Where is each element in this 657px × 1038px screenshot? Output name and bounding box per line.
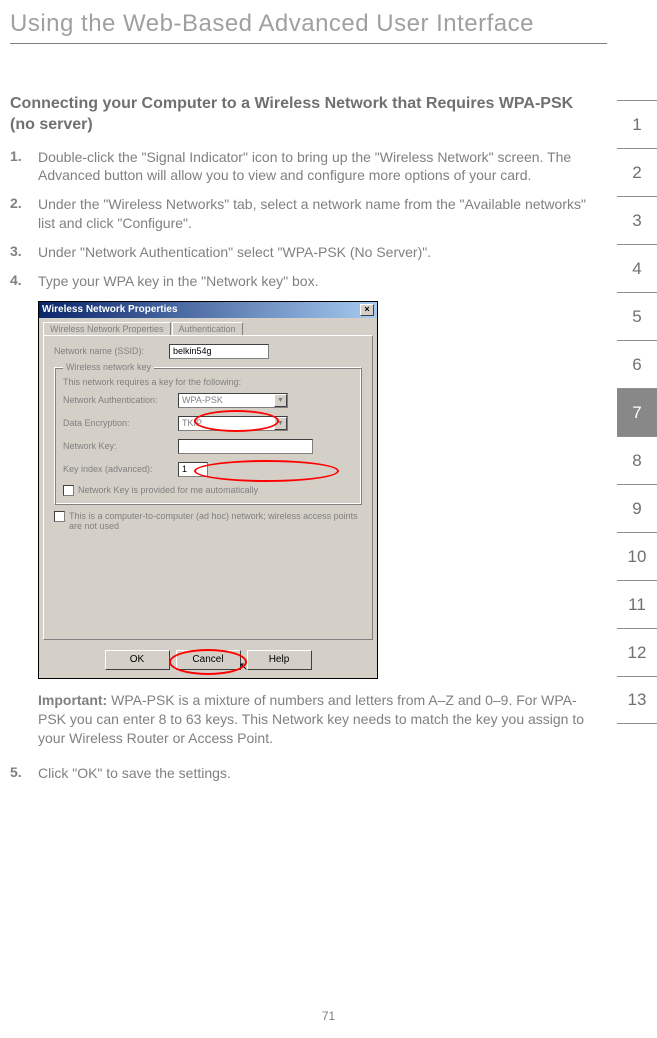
content-area: Connecting your Computer to a Wireless N…	[0, 44, 657, 783]
key-label: Network Key:	[63, 441, 178, 451]
ssid-row: Network name (SSID):	[54, 344, 362, 359]
autokey-row: Network Key is provided for me automatic…	[63, 485, 353, 496]
enc-dropdown[interactable]: TKIP ▼	[178, 416, 288, 431]
step-text: Under the "Wireless Networks" tab, selec…	[38, 195, 597, 233]
step-text: Click "OK" to save the settings.	[38, 764, 231, 783]
important-note: Important: WPA-PSK is a mixture of numbe…	[38, 691, 597, 748]
dialog-tabs: Wireless Network Properties Authenticati…	[39, 318, 377, 335]
enc-label: Data Encryption:	[63, 418, 178, 428]
side-tab-8[interactable]: 8	[617, 436, 657, 484]
step-number: 4.	[10, 272, 38, 291]
auth-dropdown[interactable]: WPA-PSK ▼	[178, 393, 288, 408]
enc-value: TKIP	[182, 418, 202, 428]
chevron-down-icon: ▼	[274, 417, 287, 430]
help-button[interactable]: Help	[247, 650, 312, 670]
important-text: WPA-PSK is a mixture of numbers and lett…	[38, 692, 584, 746]
side-tab-12[interactable]: 12	[617, 628, 657, 676]
page-number: 71	[322, 1009, 335, 1023]
step-5: 5. Click "OK" to save the settings.	[10, 764, 597, 783]
side-tab-6[interactable]: 6	[617, 340, 657, 388]
wireless-key-group: Wireless network key This network requir…	[54, 367, 362, 505]
side-tabs: 1 2 3 4 5 6 7 8 9 10 11 12 13	[617, 100, 657, 724]
step-number: 3.	[10, 243, 38, 262]
group-title: Wireless network key	[63, 362, 154, 372]
dialog-window: Wireless Network Properties × Wireless N…	[38, 301, 378, 679]
side-tab-7[interactable]: 7	[617, 388, 657, 436]
auth-label: Network Authentication:	[63, 395, 178, 405]
step-number: 2.	[10, 195, 38, 233]
side-tab-1[interactable]: 1	[617, 100, 657, 148]
group-desc: This network requires a key for the foll…	[63, 377, 353, 387]
adhoc-checkbox[interactable]	[54, 511, 65, 522]
step-list-continued: 5. Click "OK" to save the settings.	[10, 764, 597, 783]
step-text: Double-click the "Signal Indicator" icon…	[38, 148, 597, 186]
ssid-label: Network name (SSID):	[54, 346, 169, 356]
ok-button[interactable]: OK	[105, 650, 170, 670]
side-tab-13[interactable]: 13	[617, 676, 657, 724]
section-heading: Connecting your Computer to a Wireless N…	[10, 94, 597, 136]
page-title: Using the Web-Based Advanced User Interf…	[0, 0, 657, 43]
step-3: 3. Under "Network Authentication" select…	[10, 243, 597, 262]
step-text: Type your WPA key in the "Network key" b…	[38, 272, 318, 291]
side-tab-5[interactable]: 5	[617, 292, 657, 340]
side-tab-4[interactable]: 4	[617, 244, 657, 292]
autokey-checkbox[interactable]	[63, 485, 74, 496]
side-tab-9[interactable]: 9	[617, 484, 657, 532]
dialog-title: Wireless Network Properties	[42, 304, 178, 315]
step-number: 5.	[10, 764, 38, 783]
adhoc-label: This is a computer-to-computer (ad hoc) …	[69, 511, 362, 531]
ssid-input[interactable]	[169, 344, 269, 359]
important-label: Important:	[38, 692, 107, 708]
auth-value: WPA-PSK	[182, 395, 223, 405]
step-number: 1.	[10, 148, 38, 186]
step-1: 1. Double-click the "Signal Indicator" i…	[10, 148, 597, 186]
side-tab-2[interactable]: 2	[617, 148, 657, 196]
side-tab-3[interactable]: 3	[617, 196, 657, 244]
autokey-label: Network Key is provided for me automatic…	[78, 485, 258, 495]
step-text: Under "Network Authentication" select "W…	[38, 243, 431, 262]
key-row: Network Key:	[63, 439, 353, 454]
side-tab-11[interactable]: 11	[617, 580, 657, 628]
tab-authentication[interactable]: Authentication	[172, 322, 243, 335]
step-4: 4. Type your WPA key in the "Network key…	[10, 272, 597, 291]
close-icon[interactable]: ×	[360, 304, 374, 316]
key-index-input[interactable]	[178, 462, 208, 477]
auth-row: Network Authentication: WPA-PSK ▼	[63, 393, 353, 408]
enc-row: Data Encryption: TKIP ▼	[63, 416, 353, 431]
tab-properties[interactable]: Wireless Network Properties	[43, 322, 171, 335]
cursor-icon: ↖	[239, 660, 248, 673]
step-list: 1. Double-click the "Signal Indicator" i…	[10, 148, 597, 291]
dialog-titlebar: Wireless Network Properties ×	[39, 302, 377, 318]
tab-panel: Network name (SSID): Wireless network ke…	[43, 335, 373, 640]
step-2: 2. Under the "Wireless Networks" tab, se…	[10, 195, 597, 233]
dialog-button-row: OK Cancel Help	[39, 644, 377, 678]
adhoc-row: This is a computer-to-computer (ad hoc) …	[54, 511, 362, 531]
dialog-screenshot: Wireless Network Properties × Wireless N…	[38, 301, 378, 679]
network-key-input[interactable]	[178, 439, 313, 454]
chevron-down-icon: ▼	[274, 394, 287, 407]
cancel-button[interactable]: Cancel	[176, 650, 241, 670]
index-label: Key index (advanced):	[63, 464, 178, 474]
index-row: Key index (advanced):	[63, 462, 353, 477]
side-tab-10[interactable]: 10	[617, 532, 657, 580]
